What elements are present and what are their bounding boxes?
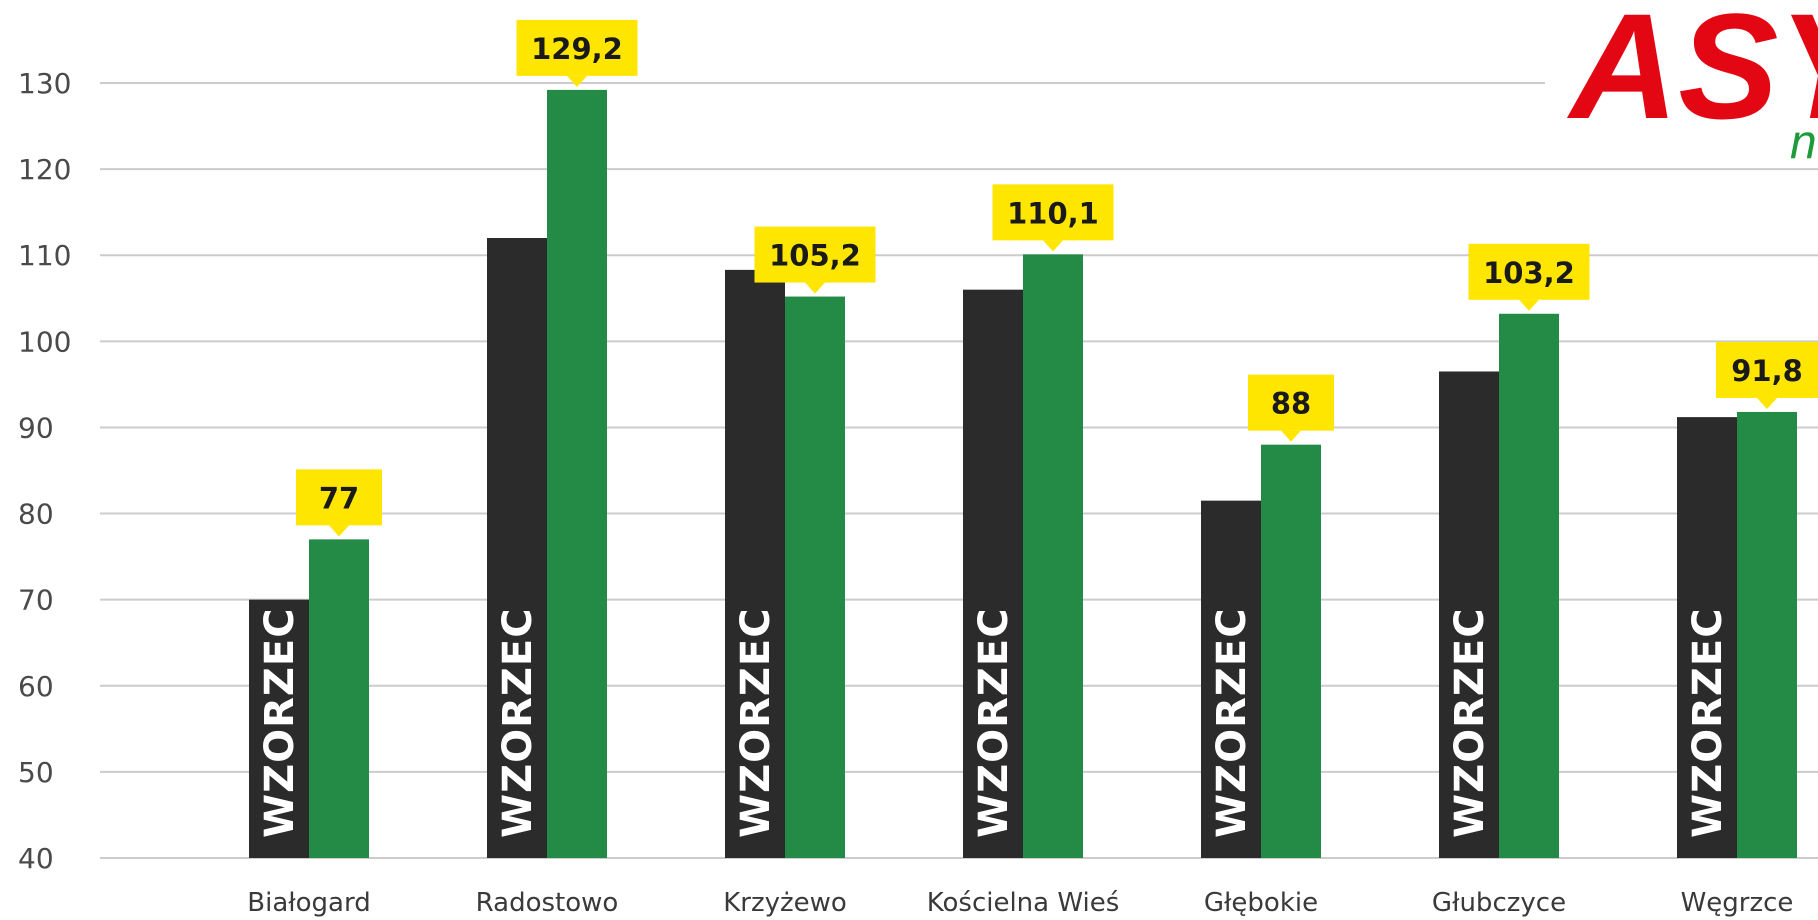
- reference-bar-label: WZORZEC: [1685, 607, 1731, 838]
- logo-sub-text: n: [1790, 116, 1817, 169]
- y-tick-label: 90: [18, 411, 54, 444]
- bar-group: WZORZEC 91,8: [1677, 341, 1818, 858]
- bar-group: WZORZEC 129,2: [487, 19, 638, 858]
- y-tick-label: 40: [18, 842, 54, 875]
- x-category-label: Głubczyce: [1432, 888, 1566, 918]
- value-callout-box: [296, 469, 382, 526]
- value-callout-pointer: [805, 282, 825, 294]
- value-callout-box: [516, 19, 638, 76]
- reference-bar-label: WZORZEC: [495, 607, 541, 838]
- y-tick-label: 110: [18, 239, 71, 272]
- x-category-label: Radostowo: [476, 888, 619, 918]
- reference-bar: [963, 289, 1023, 859]
- value-callout: 105,2: [754, 226, 876, 294]
- grid-lines: [100, 82, 1818, 859]
- bar-group: WZORZEC 88: [1201, 374, 1334, 858]
- bar-group: WZORZEC 110,1: [963, 184, 1114, 859]
- bar-group: WZORZEC 103,2: [1439, 243, 1590, 858]
- value-callout-pointer: [329, 525, 349, 537]
- y-tick-label: 130: [18, 67, 71, 100]
- measured-bar: [1499, 313, 1559, 858]
- logo-main-text: ASY: [1566, 0, 1818, 150]
- value-callout: 103,2: [1468, 243, 1590, 311]
- value-label: 77: [319, 481, 359, 515]
- y-tick-label: 70: [18, 584, 54, 617]
- value-callout: 91,8: [1716, 341, 1818, 409]
- reference-bar: [249, 599, 309, 858]
- value-callout: 88: [1248, 374, 1334, 442]
- measured-bar: [1737, 411, 1797, 858]
- brand-logo: ASY n: [1545, 0, 1818, 169]
- value-callout-pointer: [1043, 240, 1063, 252]
- measured-bar: [309, 539, 369, 858]
- value-label: 88: [1271, 387, 1311, 421]
- reference-bar: [1201, 500, 1261, 858]
- measured-bar: [785, 296, 845, 858]
- reference-bar: [725, 269, 785, 859]
- value-callout-box: [1248, 374, 1334, 431]
- value-callout-pointer: [567, 75, 587, 87]
- value-callout-box: [754, 226, 876, 283]
- reference-bar: [487, 238, 547, 858]
- y-tick-label: 80: [18, 498, 54, 531]
- bar-group: WZORZEC 77: [249, 469, 382, 858]
- value-callout-box: [1716, 341, 1818, 398]
- value-callout-box: [992, 184, 1114, 241]
- reference-bar-label: WZORZEC: [1447, 607, 1493, 838]
- measured-bar: [1261, 444, 1321, 858]
- value-label: 91,8: [1731, 354, 1803, 388]
- y-tick-label: 50: [18, 756, 54, 789]
- y-axis-ticks: 40 50 60 70 80 90 100 110 120 130: [18, 67, 71, 875]
- reference-bar-label: WZORZEC: [971, 607, 1017, 838]
- y-tick-label: 120: [18, 153, 71, 186]
- reference-bar-label: WZORZEC: [257, 607, 303, 838]
- x-category-label: Głębokie: [1204, 888, 1318, 918]
- y-tick-label: 60: [18, 670, 54, 703]
- measured-bar: [547, 89, 607, 858]
- value-callout: 129,2: [516, 19, 638, 87]
- reference-bar-label: WZORZEC: [733, 607, 779, 838]
- x-axis-categories: Białogard Radostowo Krzyżewo Kościelna Wieś…: [247, 888, 1793, 918]
- x-category-label: Kościelna Wieś: [927, 888, 1120, 918]
- value-label: 129,2: [531, 32, 623, 66]
- reference-bar: [1439, 371, 1499, 858]
- value-label: 105,2: [769, 239, 861, 273]
- x-category-label: Białogard: [247, 888, 370, 918]
- value-callout-pointer: [1519, 299, 1539, 311]
- value-callout: 110,1: [992, 184, 1114, 252]
- value-callout-pointer: [1757, 397, 1777, 409]
- y-tick-label: 100: [18, 325, 71, 358]
- value-label: 110,1: [1007, 196, 1099, 230]
- value-callout-box: [1468, 243, 1590, 300]
- value-callout: 77: [296, 469, 382, 537]
- reference-bar-label: WZORZEC: [1209, 607, 1255, 838]
- bar-group: WZORZEC 105,2: [725, 226, 876, 859]
- bars: WZORZEC77WZORZEC129,2WZORZEC105,2WZORZEC…: [249, 19, 1818, 859]
- value-callout-pointer: [1281, 430, 1301, 442]
- x-category-label: Krzyżewo: [723, 888, 847, 918]
- reference-bar: [1677, 417, 1737, 858]
- value-label: 103,2: [1483, 256, 1575, 290]
- x-category-label: Węgrzce: [1681, 888, 1794, 918]
- measured-bar: [1023, 254, 1083, 859]
